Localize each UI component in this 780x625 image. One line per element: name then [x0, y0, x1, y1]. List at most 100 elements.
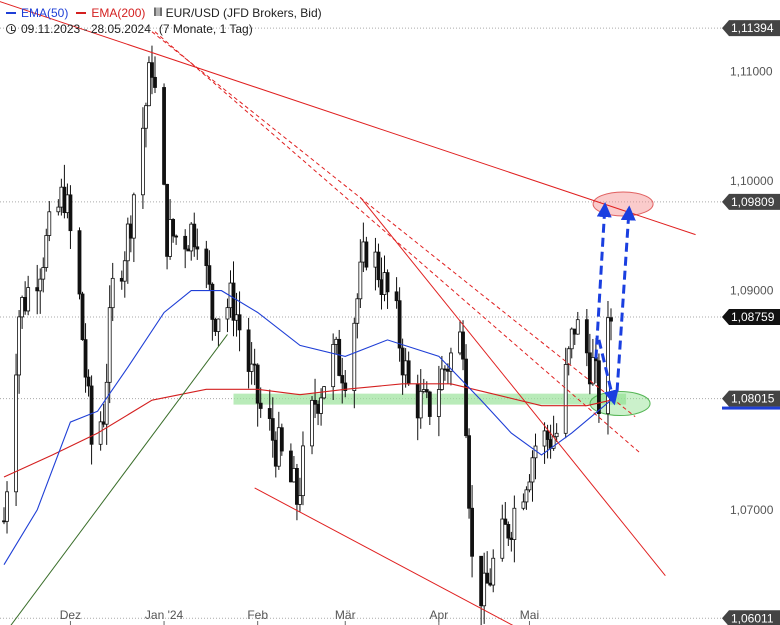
candle-body-94	[400, 347, 405, 376]
candle-body-25	[107, 307, 112, 383]
candle-body-17	[77, 230, 82, 295]
candle-body-85	[361, 241, 366, 263]
candle-body-23	[101, 421, 106, 425]
candle-body-87	[373, 251, 378, 268]
candle-body-133	[566, 348, 571, 365]
candle-body-95	[403, 360, 408, 376]
candle-body-36	[153, 76, 157, 88]
candle-body-56	[237, 314, 242, 331]
candle-body-110	[467, 435, 471, 509]
candle-body-49	[210, 283, 215, 320]
candle-body-30	[128, 223, 133, 239]
candle-body-101	[427, 391, 432, 417]
candle-body-44	[189, 223, 194, 252]
candle-body-20	[86, 376, 91, 387]
candle-body-123	[524, 489, 529, 503]
candle-body-48	[207, 265, 212, 285]
candle-body-98	[418, 390, 423, 419]
price-tag-label-2: 1,08759	[731, 310, 775, 324]
candle-body-35	[150, 62, 154, 78]
ema50-swatch	[6, 12, 16, 14]
candle-body-63	[270, 418, 275, 441]
price-tag-label-1: 1,09809	[731, 195, 775, 209]
candle-body-142	[606, 317, 610, 415]
candle-body-40	[171, 219, 176, 237]
candle-body-139	[590, 357, 595, 385]
candle-body-34	[147, 62, 151, 107]
candle-body-33	[144, 105, 148, 129]
candle-body-57	[246, 329, 251, 372]
candle-body-52	[225, 307, 230, 320]
candle-body-3	[17, 316, 21, 376]
clock-icon	[6, 24, 16, 34]
candle-body-132	[563, 364, 568, 434]
candle-body-60	[255, 364, 260, 404]
candle-body-74	[316, 403, 320, 414]
candle-body-128	[545, 430, 550, 440]
y-tick-label-4: 1,11000	[730, 64, 773, 78]
price-tag-label-4: 1,06011	[731, 611, 774, 625]
trendline-resistance-3	[359, 197, 666, 576]
candle-body-86	[364, 241, 369, 268]
candle-body-69	[295, 467, 299, 505]
candle-body-106	[449, 352, 453, 372]
candle-body-22	[98, 421, 103, 445]
candle-body-38	[165, 183, 169, 257]
candle-body-15	[65, 194, 70, 214]
candle-body-42	[183, 235, 188, 250]
candle-body-136	[575, 319, 580, 335]
price-tag-bg-0	[722, 20, 780, 37]
candle-body-1	[5, 491, 9, 522]
candle-body-59	[252, 363, 257, 366]
candle-body-51	[216, 318, 221, 332]
candlestick-icon: ⫴⫴	[153, 7, 163, 19]
candle-body-109	[464, 358, 468, 437]
candle-body-92	[394, 291, 399, 302]
candle-body-104	[443, 368, 447, 371]
candle-body-8	[38, 278, 43, 292]
legend-ema50-label: EMA(50)	[21, 6, 69, 20]
candle-body-96	[406, 360, 411, 385]
x-tick-label-4: Apr	[430, 608, 449, 622]
candle-body-113	[482, 572, 487, 607]
candle-body-80	[340, 375, 345, 384]
candle-body-62	[267, 408, 272, 419]
legend-instrument: ⫴⫴ EUR/USD (JFD Brokers, Bid)	[153, 5, 321, 21]
candle-body-73	[313, 399, 317, 405]
ema-lines	[3, 290, 612, 565]
candle-body-10	[44, 235, 49, 268]
ema200-swatch	[76, 12, 87, 14]
price-tag-bg-2	[722, 308, 780, 325]
candle-body-83	[355, 298, 360, 324]
candle-body-47	[204, 248, 209, 267]
candle-body-107	[458, 331, 462, 354]
candle-body-108	[461, 331, 465, 360]
price-tag-bg-3	[722, 390, 780, 407]
candle-body-119	[506, 524, 511, 539]
candle-body-54	[231, 282, 236, 321]
candle-body-103	[439, 368, 444, 390]
candle-body-82	[352, 322, 357, 391]
candle-body-75	[319, 397, 323, 414]
candle-body-27	[119, 277, 124, 282]
candle-body-41	[174, 235, 179, 238]
ema-tag-marker	[722, 406, 780, 410]
candle-body-58	[249, 363, 254, 372]
trendline-support-4	[254, 487, 514, 625]
candle-body-21	[89, 385, 94, 445]
x-tick-label-1: Jan '24	[145, 608, 184, 622]
candle-body-93	[397, 300, 402, 349]
price-tag-label-0: 1,11394	[731, 21, 774, 35]
trendline-resistance-0	[0, 1, 696, 236]
candle-body-105	[446, 368, 450, 372]
candle-body-88	[376, 251, 381, 281]
candle-body-6	[26, 287, 31, 312]
candle-body-37	[162, 87, 166, 185]
candle-body-13	[59, 186, 64, 208]
trendline-resistance-1	[151, 31, 636, 418]
candle-body-99	[421, 389, 426, 392]
candle-body-12	[56, 206, 61, 213]
candle-body-70	[298, 495, 302, 505]
candle-body-14	[62, 186, 67, 214]
candle-body-84	[358, 261, 363, 300]
